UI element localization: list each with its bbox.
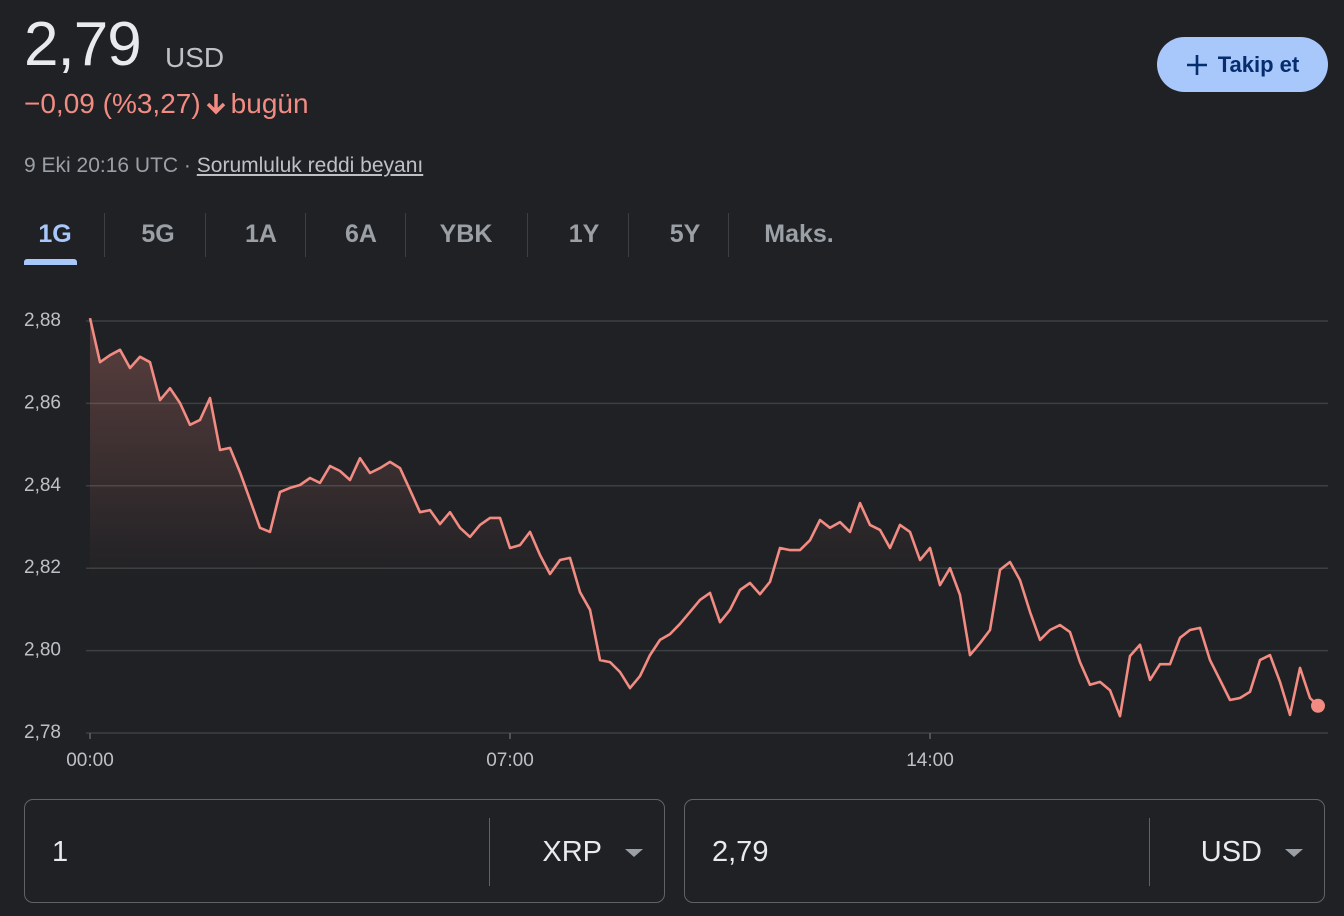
tab-separator: [405, 213, 406, 257]
disclaimer-link[interactable]: Sorumluluk reddi beyanı: [196, 154, 424, 177]
from-amount[interactable]: 1: [52, 836, 69, 868]
y-tick-label: 2,84: [24, 475, 61, 496]
tab-separator: [205, 213, 206, 257]
follow-button[interactable]: Takip et: [1157, 37, 1328, 92]
range-tab[interactable]: 1A: [245, 220, 277, 248]
follow-label: Takip et: [1217, 51, 1300, 77]
range-tab[interactable]: 5G: [141, 220, 175, 248]
x-tick-label: 07:00: [486, 750, 534, 771]
currency: USD: [165, 42, 225, 73]
dropdown-icon[interactable]: [625, 849, 643, 857]
range-tab[interactable]: Maks.: [764, 220, 834, 248]
x-tick-label: 00:00: [66, 750, 114, 771]
range-tab[interactable]: 1G: [38, 220, 72, 248]
range-tab[interactable]: 1Y: [568, 220, 600, 248]
y-tick-label: 2,78: [24, 722, 61, 743]
y-tick-label: 2,88: [24, 310, 61, 331]
timestamp-row: 9 Eki 20:16 UTC · Sorumluluk reddi beyan…: [24, 154, 423, 178]
change-suffix: bugün: [230, 88, 309, 119]
to-amount[interactable]: 2,79: [712, 836, 769, 868]
tab-separator: [527, 213, 528, 257]
range-tab[interactable]: 6A: [345, 220, 377, 248]
tab-separator: [104, 213, 105, 257]
last-point: [1311, 698, 1325, 713]
change-row: −0,09 (%3,27) bugün: [24, 88, 309, 120]
plus-icon: [1186, 54, 1207, 75]
tab-separator: [728, 213, 729, 257]
separator: ·: [183, 154, 191, 177]
price-line: [88, 317, 1319, 718]
down-arrow-icon: [206, 94, 225, 115]
tab-underline: [24, 259, 77, 265]
x-tick-label: 14:00: [906, 750, 954, 771]
divider: [489, 818, 490, 886]
tab-separator: [305, 213, 306, 257]
price: 2,79: [24, 10, 142, 79]
range-tab[interactable]: YBK: [439, 220, 493, 248]
change: −0,09 (%3,27): [24, 88, 201, 119]
divider: [1149, 818, 1150, 886]
y-tick-label: 2,80: [24, 640, 61, 661]
area: [90, 318, 1318, 733]
range-tab[interactable]: 5Y: [669, 220, 701, 248]
chart: 2,78 2,80 2,82 2,84 2,86 2,88 00:00 07:00 14:00: [24, 310, 1328, 771]
from-unit[interactable]: XRP: [542, 836, 602, 868]
dropdown-icon[interactable]: [1285, 849, 1303, 857]
to-unit[interactable]: USD: [1200, 836, 1262, 868]
converter-to[interactable]: 2,79 USD: [684, 799, 1325, 903]
tab-separator: [628, 213, 629, 257]
timestamp: 9 Eki 20:16 UTC: [24, 154, 179, 177]
converter-from[interactable]: 1 XRP: [24, 799, 665, 903]
y-tick-label: 2,86: [24, 392, 61, 413]
y-tick-label: 2,82: [24, 557, 61, 578]
